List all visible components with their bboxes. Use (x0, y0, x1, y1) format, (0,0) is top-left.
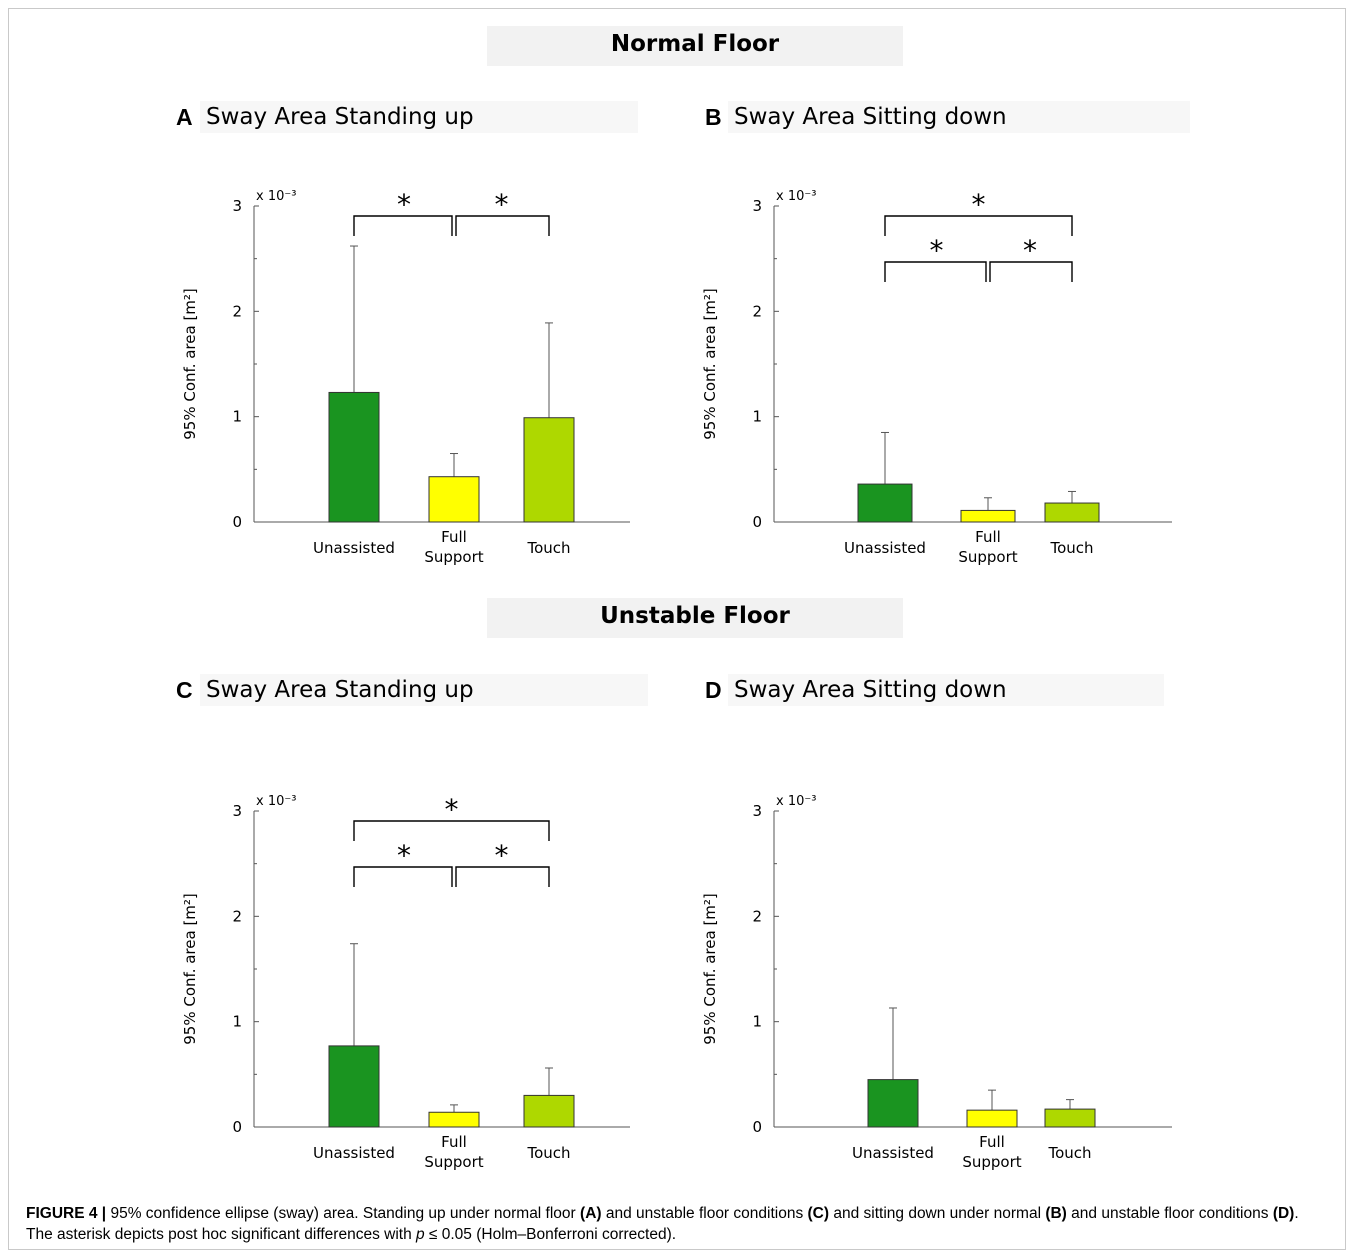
significance-bracket (353, 866, 453, 887)
significance-asterisk: * (1023, 234, 1037, 267)
significance-asterisk: * (972, 188, 986, 221)
bar-touch (1044, 1108, 1096, 1128)
y-tick-label: 1 (232, 408, 242, 426)
caption-label: FIGURE 4 | (26, 1205, 107, 1222)
caption-ref-a: (A) (580, 1205, 602, 1222)
x-category-label: Unassisted (844, 539, 926, 557)
significance-bracket (455, 215, 550, 236)
x-category-label: Touch (526, 539, 570, 557)
section-title-unstable-floor: Unstable Floor (487, 598, 903, 638)
significance-bracket (884, 215, 1073, 236)
panel-letter-c: C (176, 677, 193, 703)
y-tick-label: 3 (232, 802, 242, 820)
chart-a-standing-normal: 0 1 2 3 x 10⁻³ 95% Conf. area [m²] Unassisted F… (181, 188, 630, 566)
figure-caption: FIGURE 4 | 95% confidence ellipse (sway)… (26, 1203, 1326, 1245)
y-axis-title: 95% Conf. area [m²] (181, 288, 199, 440)
x-category-label: Support (958, 548, 1017, 566)
x-category-label: Support (424, 548, 483, 566)
panel-title-a: Sway Area Standing up (200, 101, 638, 133)
caption-text-1: 95% confidence ellipse (sway) area. Stan… (106, 1205, 581, 1222)
y-tick-label: 1 (752, 408, 762, 426)
significance-asterisk: * (495, 188, 509, 221)
bar-touch (523, 1094, 575, 1128)
bar-full-support (966, 1109, 1018, 1128)
y-axis-exponent-label: x 10⁻³ (776, 189, 816, 204)
y-tick-label: 3 (232, 197, 242, 215)
y-tick-label: 3 (752, 197, 762, 215)
significance-bracket (884, 261, 987, 282)
y-axis-exponent-label: x 10⁻³ (256, 189, 296, 204)
x-category-label: Unassisted (313, 539, 395, 557)
y-tick-label: 0 (752, 1118, 762, 1136)
bar-full-support (428, 1111, 480, 1128)
bar-unassisted (857, 483, 913, 523)
caption-text-4: and unstable floor conditions (1066, 1205, 1273, 1222)
x-category-label: Touch (1047, 1144, 1091, 1162)
bar-full-support (960, 509, 1016, 523)
caption-text-5: . The asterisk depicts post hoc signific… (26, 1205, 1299, 1243)
y-tick-label: 2 (752, 907, 762, 925)
caption-text-6: ≤ 0.05 (Holm–Bonferroni corrected). (424, 1226, 677, 1243)
bar-unassisted (328, 1045, 380, 1128)
chart-b-sitting-normal: 0 1 2 3 x 10⁻³ 95% Conf. area [m²] Unassisted F… (701, 188, 1172, 566)
significance-asterisk: * (397, 839, 411, 872)
chart-d-sitting-unstable: 0 1 2 3 x 10⁻³ 95% Conf. area [m²] Unassisted F… (701, 794, 1172, 1171)
significance-bracket (353, 215, 453, 236)
y-axis-title: 95% Conf. area [m²] (701, 893, 719, 1045)
y-tick-label: 0 (752, 513, 762, 531)
panel-title-c: Sway Area Standing up (200, 674, 648, 706)
section-title-normal-floor: Normal Floor (487, 26, 903, 66)
caption-ref-d: (D) (1272, 1205, 1295, 1222)
y-tick-label: 2 (232, 302, 242, 320)
x-category-label: Unassisted (852, 1144, 934, 1162)
panel-letter-a: A (176, 104, 193, 130)
y-tick-label: 0 (232, 513, 242, 531)
x-category-label: Full (979, 1133, 1005, 1151)
caption-p-symbol: p (416, 1226, 425, 1243)
x-category-label: Support (424, 1153, 483, 1171)
x-category-label: Full (441, 528, 467, 546)
significance-asterisk: * (397, 188, 411, 221)
significance-bracket (353, 820, 550, 841)
bar-unassisted (328, 391, 380, 523)
chart-c-standing-unstable: 0 1 2 3 x 10⁻³ 95% Conf. area [m²] Unassisted F… (181, 793, 630, 1171)
x-category-label: Support (962, 1153, 1021, 1171)
bar-touch (1044, 502, 1100, 523)
y-axis-title: 95% Conf. area [m²] (701, 288, 719, 440)
caption-ref-c: (C) (807, 1205, 830, 1222)
y-axis-exponent-label: x 10⁻³ (776, 794, 816, 809)
panel-title-b: Sway Area Sitting down (728, 101, 1190, 133)
x-category-label: Touch (526, 1144, 570, 1162)
panel-title-d: Sway Area Sitting down (728, 674, 1164, 706)
significance-bracket (455, 866, 550, 887)
caption-text-3: and sitting down under normal (829, 1205, 1046, 1222)
figure-frame (8, 8, 1346, 1250)
x-category-label: Touch (1049, 539, 1093, 557)
significance-asterisk: * (445, 793, 459, 826)
caption-text-2: and unstable floor conditions (601, 1205, 808, 1222)
significance-bracket (989, 261, 1073, 282)
bar-unassisted (867, 1079, 919, 1128)
y-tick-label: 2 (232, 907, 242, 925)
y-tick-label: 2 (752, 302, 762, 320)
y-tick-label: 1 (752, 1013, 762, 1031)
y-tick-label: 0 (232, 1118, 242, 1136)
x-category-label: Unassisted (313, 1144, 395, 1162)
x-category-label: Full (441, 1133, 467, 1151)
x-category-label: Full (975, 528, 1001, 546)
y-tick-label: 1 (232, 1013, 242, 1031)
significance-asterisk: * (930, 234, 944, 267)
bar-full-support (428, 476, 480, 523)
panel-letter-d: D (705, 677, 722, 703)
caption-ref-b: (B) (1045, 1205, 1067, 1222)
y-axis-exponent-label: x 10⁻³ (256, 794, 296, 809)
y-axis-title: 95% Conf. area [m²] (181, 893, 199, 1045)
significance-asterisk: * (495, 839, 509, 872)
y-tick-label: 3 (752, 802, 762, 820)
bar-touch (523, 417, 575, 523)
panel-letter-b: B (705, 104, 722, 130)
